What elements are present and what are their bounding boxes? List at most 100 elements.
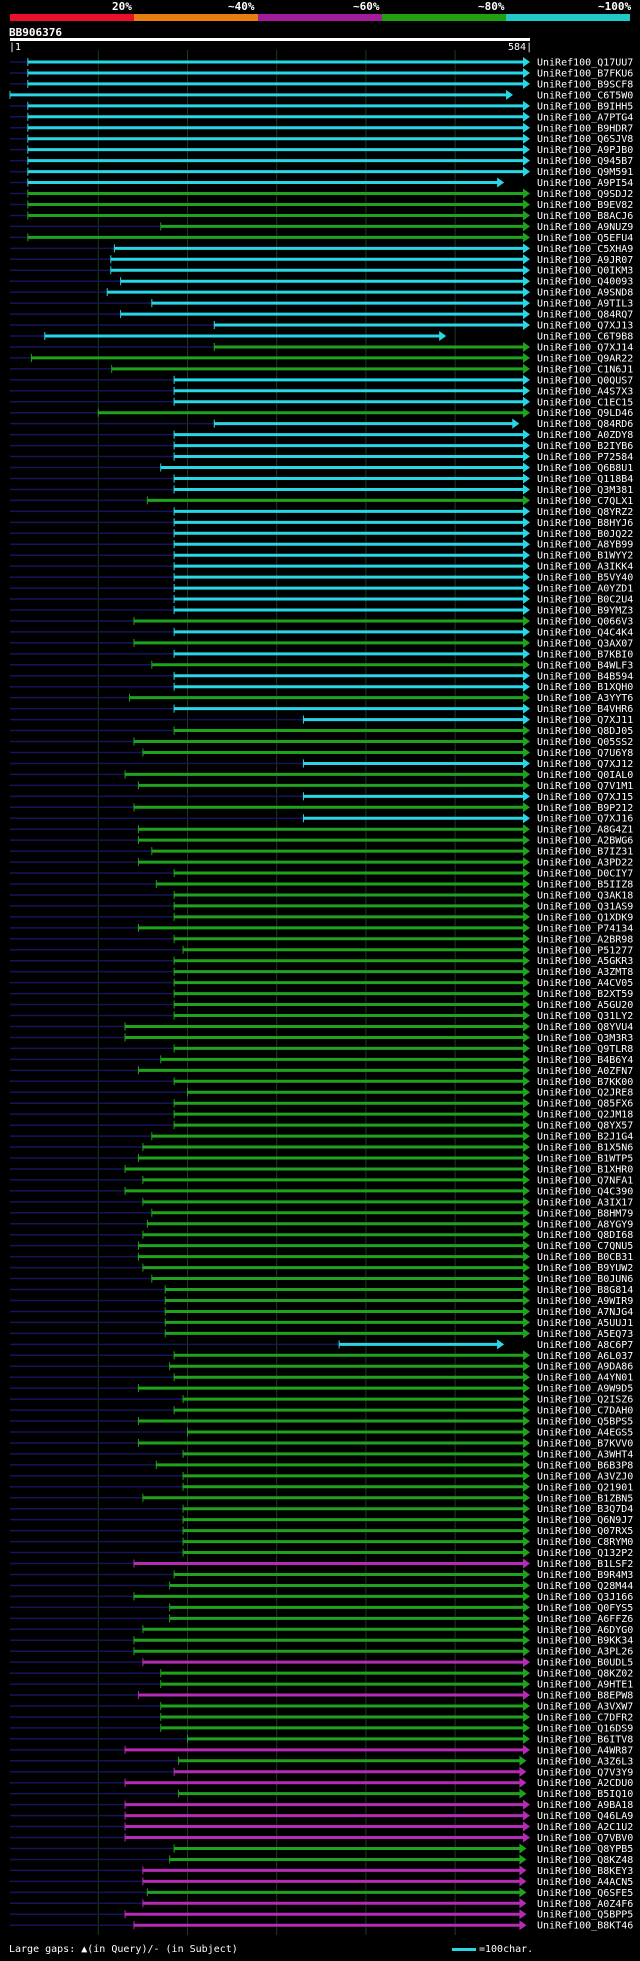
hit-label: UniRef100_A9SND8 <box>537 288 633 299</box>
alignment-row: UniRef100_A9SND8 <box>10 287 633 299</box>
alignment-row: UniRef100_A3IX17 <box>10 1196 633 1208</box>
hit-label: UniRef100_B1LSF2 <box>537 1559 633 1570</box>
alignment-row: UniRef100_Q9M591 <box>10 166 633 178</box>
hit-label: UniRef100_B0JUN6 <box>537 1274 633 1285</box>
alignment-row: UniRef100_B1X5N6 <box>10 1142 633 1154</box>
alignment-row: UniRef100_A3VXW7 <box>10 1701 633 1713</box>
hit-label: UniRef100_A0ZDY8 <box>537 430 633 441</box>
hit-label: UniRef100_Q9LD46 <box>537 408 633 419</box>
alignment-arrowhead <box>523 1120 530 1131</box>
hit-label: UniRef100_B1XQH0 <box>537 682 633 693</box>
alignment-row: UniRef100_Q05SS2 <box>10 736 633 748</box>
alignment-arrowhead <box>523 1405 530 1416</box>
alignment-arrowhead <box>519 1865 527 1876</box>
alignment-arrowhead <box>523 210 530 221</box>
alignment-arrowhead <box>523 922 530 933</box>
alignment-row: UniRef100_A3PL26 <box>10 1646 633 1658</box>
alignment-arrowhead <box>523 1832 530 1843</box>
alignment-row: UniRef100_B1XHR0 <box>10 1163 633 1175</box>
alignment-arrowhead <box>519 1777 527 1788</box>
hit-label: UniRef100_Q05SS2 <box>537 737 633 748</box>
hit-label: UniRef100_B4WLF3 <box>537 660 633 671</box>
hit-label: UniRef100_Q9M591 <box>537 167 633 178</box>
hit-label: UniRef100_Q5BPP5 <box>537 1910 633 1921</box>
hit-label: UniRef100_C7QLX1 <box>537 496 633 507</box>
alignment-arrowhead <box>523 67 530 78</box>
alignment-arrowhead <box>523 1821 530 1832</box>
alignment-arrowhead <box>523 1163 530 1174</box>
hit-label: UniRef100_Q84RD6 <box>537 419 633 430</box>
alignment-arrowhead <box>523 1229 530 1240</box>
hit-label: UniRef100_P51277 <box>537 945 633 956</box>
hit-label: UniRef100_A3IKK4 <box>537 562 633 573</box>
alignment-arrowhead <box>523 232 530 243</box>
hit-label: UniRef100_A6DYG0 <box>537 1625 633 1636</box>
hit-label: UniRef100_Q3M381 <box>537 485 633 496</box>
alignment-row: UniRef100_B3Q7D4 <box>10 1503 633 1515</box>
hit-label: UniRef100_B9HDR7 <box>537 123 633 134</box>
alignment-arrowhead <box>512 418 520 429</box>
hit-label: UniRef100_P74134 <box>537 923 633 934</box>
alignment-arrowhead <box>523 1240 530 1251</box>
alignment-row: UniRef100_Q3AX07 <box>10 637 633 649</box>
alignment-row: UniRef100_A4S7X3 <box>10 385 633 397</box>
hit-label: UniRef100_A2BR98 <box>537 934 633 945</box>
alignment-arrowhead <box>523 791 530 802</box>
alignment-arrowhead <box>523 1032 530 1043</box>
alignment-arrowhead <box>523 407 530 418</box>
alignment-row: UniRef100_Q5BPS5 <box>10 1416 633 1428</box>
hit-label: UniRef100_B8HYJ6 <box>537 518 633 529</box>
alignment-row: UniRef100_B0JUN6 <box>10 1273 633 1285</box>
alignment-arrowhead <box>523 955 530 966</box>
alignment-row: UniRef100_Q28M44 <box>10 1580 633 1592</box>
alignment-arrowhead <box>523 1087 530 1098</box>
alignment-arrowhead <box>523 857 530 868</box>
hit-label: UniRef100_Q8KZ02 <box>537 1669 633 1680</box>
alignment-row: UniRef100_Q8YX57 <box>10 1120 633 1132</box>
alignment-arrowhead <box>523 1383 530 1394</box>
alignment-arrowhead <box>523 1701 530 1711</box>
alignment-row: UniRef100_A9NUZ9 <box>10 221 633 233</box>
alignment-arrowhead <box>523 637 530 648</box>
alignment-row: UniRef100_Q31AS9 <box>10 900 633 912</box>
alignment-arrowhead <box>523 944 530 955</box>
alignment-row: UniRef100_B1ZBN5 <box>10 1492 633 1504</box>
alignment-row: UniRef100_Q6N9J7 <box>10 1514 633 1526</box>
alignment-arrowhead <box>523 374 530 385</box>
alignment-row: UniRef100_C1N6J1 <box>10 363 633 375</box>
alignment-row: UniRef100_Q7XJ16 <box>10 813 633 825</box>
hit-label: UniRef100_A9DA86 <box>537 1362 633 1373</box>
hit-label: UniRef100_Q40093 <box>537 277 633 288</box>
hit-label: UniRef100_Q8YRZ2 <box>537 507 633 518</box>
hit-label: UniRef100_Q17UU7 <box>537 58 633 69</box>
alignment-row: UniRef100_P74134 <box>10 922 633 934</box>
hit-label: UniRef100_B9R4M3 <box>537 1570 633 1581</box>
hit-label: UniRef100_Q31AS9 <box>537 901 633 912</box>
alignment-row: UniRef100_B1WTP5 <box>10 1153 633 1165</box>
hit-label: UniRef100_Q8KZ48 <box>537 1855 633 1866</box>
alignment-row: UniRef100_Q9SDJ2 <box>10 188 633 200</box>
alignment-arrowhead <box>523 1394 530 1405</box>
alignment-arrowhead <box>523 528 530 539</box>
hit-label: UniRef100_Q7XJ12 <box>537 759 633 770</box>
alignment-row: UniRef100_Q84RQ7 <box>10 309 633 321</box>
hit-label: UniRef100_Q066V3 <box>537 616 633 627</box>
alignment-row: UniRef100_B5IQ10 <box>10 1788 633 1800</box>
alignment-arrowhead <box>523 1470 530 1481</box>
alignment-arrowhead <box>523 78 530 89</box>
hit-label: UniRef100_A8YB99 <box>537 540 633 551</box>
alignment-arrowhead <box>523 1722 530 1733</box>
alignment-row: UniRef100_Q7XJ13 <box>10 320 633 332</box>
alignment-row: UniRef100_A3PD22 <box>10 857 633 869</box>
alignment-arrowhead <box>523 1427 530 1437</box>
alignment-row: UniRef100_Q4C390 <box>10 1185 633 1197</box>
alignment-row: UniRef100_A2BR98 <box>10 933 633 945</box>
alignment-arrowhead <box>523 1350 530 1361</box>
alignment-arrowhead <box>523 889 530 900</box>
alignment-arrowhead <box>523 1514 530 1525</box>
query-name: BB906376 <box>9 26 62 39</box>
alignment-row: UniRef100_B6B3P8 <box>10 1459 633 1471</box>
hit-label: UniRef100_A3VXW7 <box>537 1702 633 1713</box>
hit-label: UniRef100_Q2JRE8 <box>537 1088 633 1099</box>
